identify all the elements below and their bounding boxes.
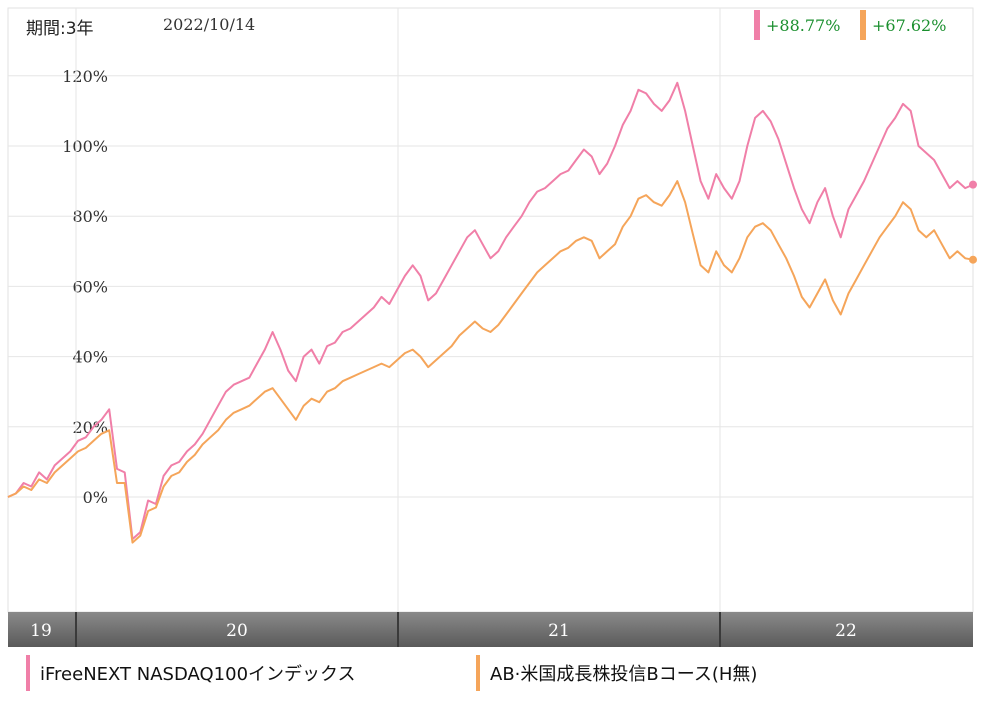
return-nasdaq-swatch: [754, 10, 760, 40]
y-tick-label: 80%: [72, 207, 108, 226]
period-label: 期間:3年: [26, 19, 94, 39]
legend-ab-label: AB·米国成長株投信Bコース(H無): [490, 664, 758, 685]
chart-date: 2022/10/14: [163, 15, 256, 34]
y-tick-label: 120%: [62, 67, 108, 86]
legend-item-nasdaq: iFreeNEXT NASDAQ100インデックス: [26, 655, 356, 691]
series-end-marker-2: [969, 255, 977, 264]
return-nasdaq: +88.77%: [754, 10, 840, 40]
series-line-1: [7, 81, 974, 541]
y-tick-label: 100%: [62, 137, 108, 156]
x-tick-label: 20: [226, 621, 248, 641]
legend-nasdaq-label: iFreeNEXT NASDAQ100インデックス: [40, 664, 356, 685]
x-tick-label: 19: [30, 621, 52, 641]
return-ab-swatch: [860, 10, 866, 40]
plot-border: [7, 7, 974, 613]
return-ab-value: +67.62%: [872, 15, 947, 35]
legend-item-ab: AB·米国成長株投信Bコース(H無): [476, 655, 757, 691]
x-tick-label: 22: [835, 621, 857, 641]
x-tick-label: 21: [548, 621, 570, 641]
series-end-marker-1: [969, 180, 977, 189]
legend-ab-swatch: [476, 655, 480, 691]
legend-nasdaq-swatch: [26, 655, 30, 691]
y-tick-label: 0%: [83, 488, 108, 507]
return-nasdaq-value: +88.77%: [766, 15, 841, 35]
series-line-2: [7, 180, 974, 544]
return-ab: +67.62%: [860, 10, 946, 40]
y-tick-label: 40%: [72, 348, 108, 367]
y-tick-label: 60%: [72, 277, 108, 296]
x-axis-band: [8, 612, 973, 647]
